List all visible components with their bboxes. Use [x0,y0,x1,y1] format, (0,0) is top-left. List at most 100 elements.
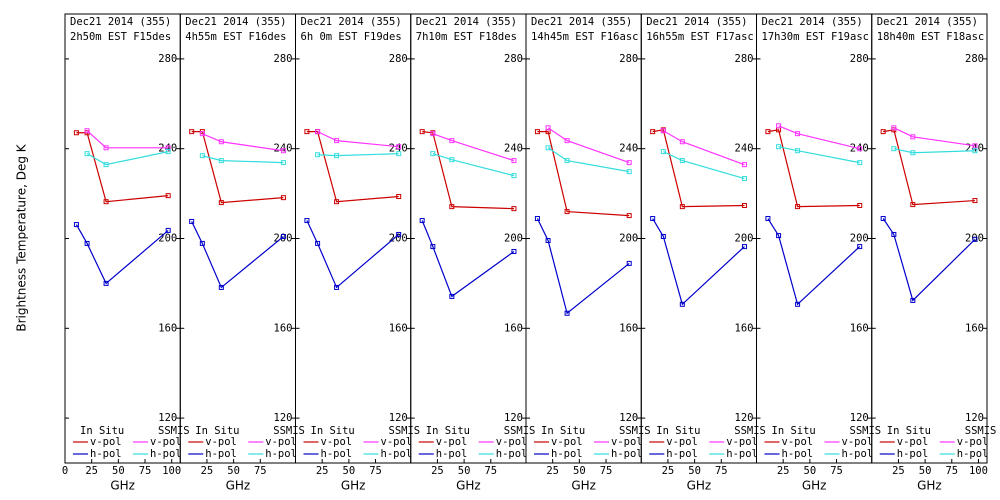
titles: Dec21 2014 (355) 7h10m EST F18des [416,16,517,43]
series-line [652,129,745,208]
legend-label: h-pol [265,448,297,460]
data-point [218,200,224,206]
panel-title: Dec21 2014 (355) [877,16,978,28]
data-point [741,202,747,208]
data-point [650,129,656,135]
legend-label: v-pol [897,436,929,448]
legend-header: In Situ [772,425,816,437]
x-tick-label: 25 [662,465,675,477]
x-tick-label: 50 [458,465,471,477]
data-point [880,216,886,222]
series-line [422,131,514,210]
panel-title: Dec21 2014 (355) [762,16,863,28]
y-tick-label: 280 [504,53,523,65]
data-point [626,260,632,266]
data-point [972,148,978,154]
legend-label: v-pol [957,436,989,448]
data-point [396,194,402,200]
data-point [199,240,205,246]
data-point [165,149,171,155]
x-tick-label: 75 [715,465,728,477]
series-line [663,130,745,166]
y-tick-label: 160 [389,322,408,334]
y-tick-label: 160 [504,322,523,334]
data-point [165,227,171,233]
legend-label: h-pol [897,448,929,460]
y-tick-label: 120 [274,412,293,424]
legend-header: In Situ [311,425,355,437]
x-tick-label: 50 [919,465,932,477]
data-point [972,236,978,242]
data-point [103,199,109,205]
legend-header: SSMIS [850,425,882,437]
data-point [776,144,782,150]
data-point [280,148,286,154]
data-point [660,149,666,155]
series-line [306,131,399,203]
series-line [432,153,515,177]
panel-title: Dec21 2014 (355) [185,16,286,28]
series-line [536,218,630,315]
y-tick-label: 160 [965,322,984,334]
series-line [86,130,169,149]
data-point [304,218,310,224]
series-line [882,218,976,302]
data-point [891,125,897,131]
data-point [449,157,455,163]
titles: Dec21 2014 (355) 14h45m EST F16asc [531,16,638,43]
panel-title: Dec21 2014 (355) [416,16,517,28]
data-point [679,158,685,164]
data-point [189,218,195,224]
y-tick-label: 200 [850,233,869,245]
data-point [564,158,570,164]
legend-header: In Situ [80,425,124,437]
x-tick-label: 25 [777,465,790,477]
data-point [218,158,224,164]
data-point [776,233,782,239]
panel-subtitle: 6h 0m EST F19des [301,31,402,43]
legend-header: SSMIS [965,425,997,437]
data-point [534,216,540,222]
x-tick-label: 100 [162,465,181,477]
data-point [334,284,340,290]
legend-label: v-pol [496,436,528,448]
legend-header: SSMIS [504,425,536,437]
data-point [511,158,517,164]
series-line [86,151,169,166]
data-point [396,231,402,237]
panel: Dec21 2014 (355) 2h50m EST F15des 120 160 20… [62,13,190,493]
y-tick-label: 200 [619,233,638,245]
x-axis-label: GHz [571,479,596,493]
y-tick-label: 120 [504,412,523,424]
series-line [652,218,745,306]
titles: Dec21 2014 (355) 17h30m EST F19asc [762,16,869,43]
data-point [650,216,656,222]
series-line [767,218,861,306]
x-tick-label: 50 [573,465,586,477]
data-point [857,146,863,152]
x-tick-label: 25 [316,465,329,477]
data-point [795,148,801,154]
data-point [511,173,517,179]
legend-label: v-pol [782,436,814,448]
x-tick-label: 75 [830,465,843,477]
panel: Dec21 2014 (355) 16h55m EST F17asc 120 160 2… [640,13,766,493]
y-tick-label: 280 [619,53,638,65]
legend-label: v-pol [842,436,874,448]
legend-label: v-pol [381,436,413,448]
legend-header: SSMIS [619,425,651,437]
series-line [202,133,284,152]
data-point [910,202,916,208]
data-point [84,128,90,134]
data-point [857,202,863,208]
data-point [679,204,685,210]
data-point [776,123,782,129]
series-line [317,131,399,148]
legend-label: v-pol [436,436,468,448]
series-line [663,151,745,180]
data-point [626,160,632,166]
titles: Dec21 2014 (355) 16h55m EST F17asc [646,16,753,43]
x-tick-label: 25 [85,465,98,477]
data-point [660,233,666,239]
